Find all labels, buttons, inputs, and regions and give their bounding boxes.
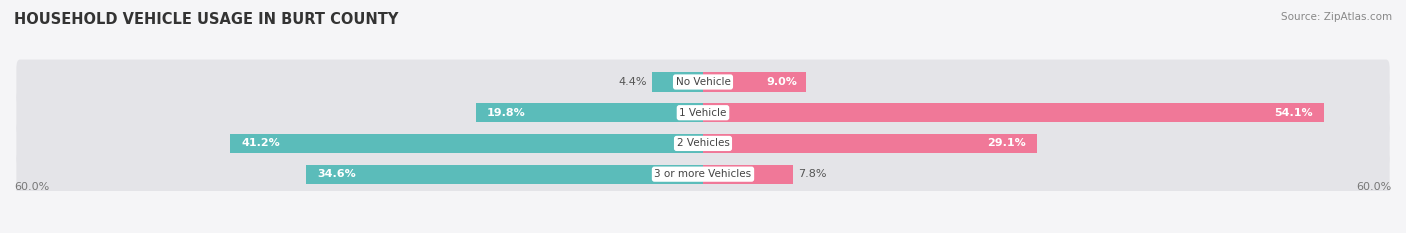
Bar — [703, 103, 1324, 122]
Text: Source: ZipAtlas.com: Source: ZipAtlas.com — [1281, 12, 1392, 22]
FancyBboxPatch shape — [17, 60, 1389, 104]
Text: 29.1%: 29.1% — [987, 138, 1025, 148]
Text: No Vehicle: No Vehicle — [675, 77, 731, 87]
FancyBboxPatch shape — [17, 152, 1389, 197]
Text: 60.0%: 60.0% — [14, 182, 49, 192]
Bar — [703, 72, 807, 92]
Text: 2 Vehicles: 2 Vehicles — [676, 138, 730, 148]
Text: 1 Vehicle: 1 Vehicle — [679, 108, 727, 118]
Bar — [231, 134, 703, 153]
Text: 3 or more Vehicles: 3 or more Vehicles — [654, 169, 752, 179]
Bar — [703, 165, 793, 184]
Text: 19.8%: 19.8% — [486, 108, 526, 118]
Bar — [475, 103, 703, 122]
Text: HOUSEHOLD VEHICLE USAGE IN BURT COUNTY: HOUSEHOLD VEHICLE USAGE IN BURT COUNTY — [14, 12, 398, 27]
Text: 4.4%: 4.4% — [619, 77, 647, 87]
Bar — [305, 165, 703, 184]
Text: 54.1%: 54.1% — [1274, 108, 1313, 118]
Text: 9.0%: 9.0% — [766, 77, 797, 87]
Bar — [703, 134, 1038, 153]
Text: 34.6%: 34.6% — [318, 169, 356, 179]
Text: 41.2%: 41.2% — [242, 138, 280, 148]
Bar — [652, 72, 703, 92]
FancyBboxPatch shape — [17, 121, 1389, 166]
Text: 7.8%: 7.8% — [799, 169, 827, 179]
Text: 60.0%: 60.0% — [1357, 182, 1392, 192]
FancyBboxPatch shape — [17, 90, 1389, 135]
